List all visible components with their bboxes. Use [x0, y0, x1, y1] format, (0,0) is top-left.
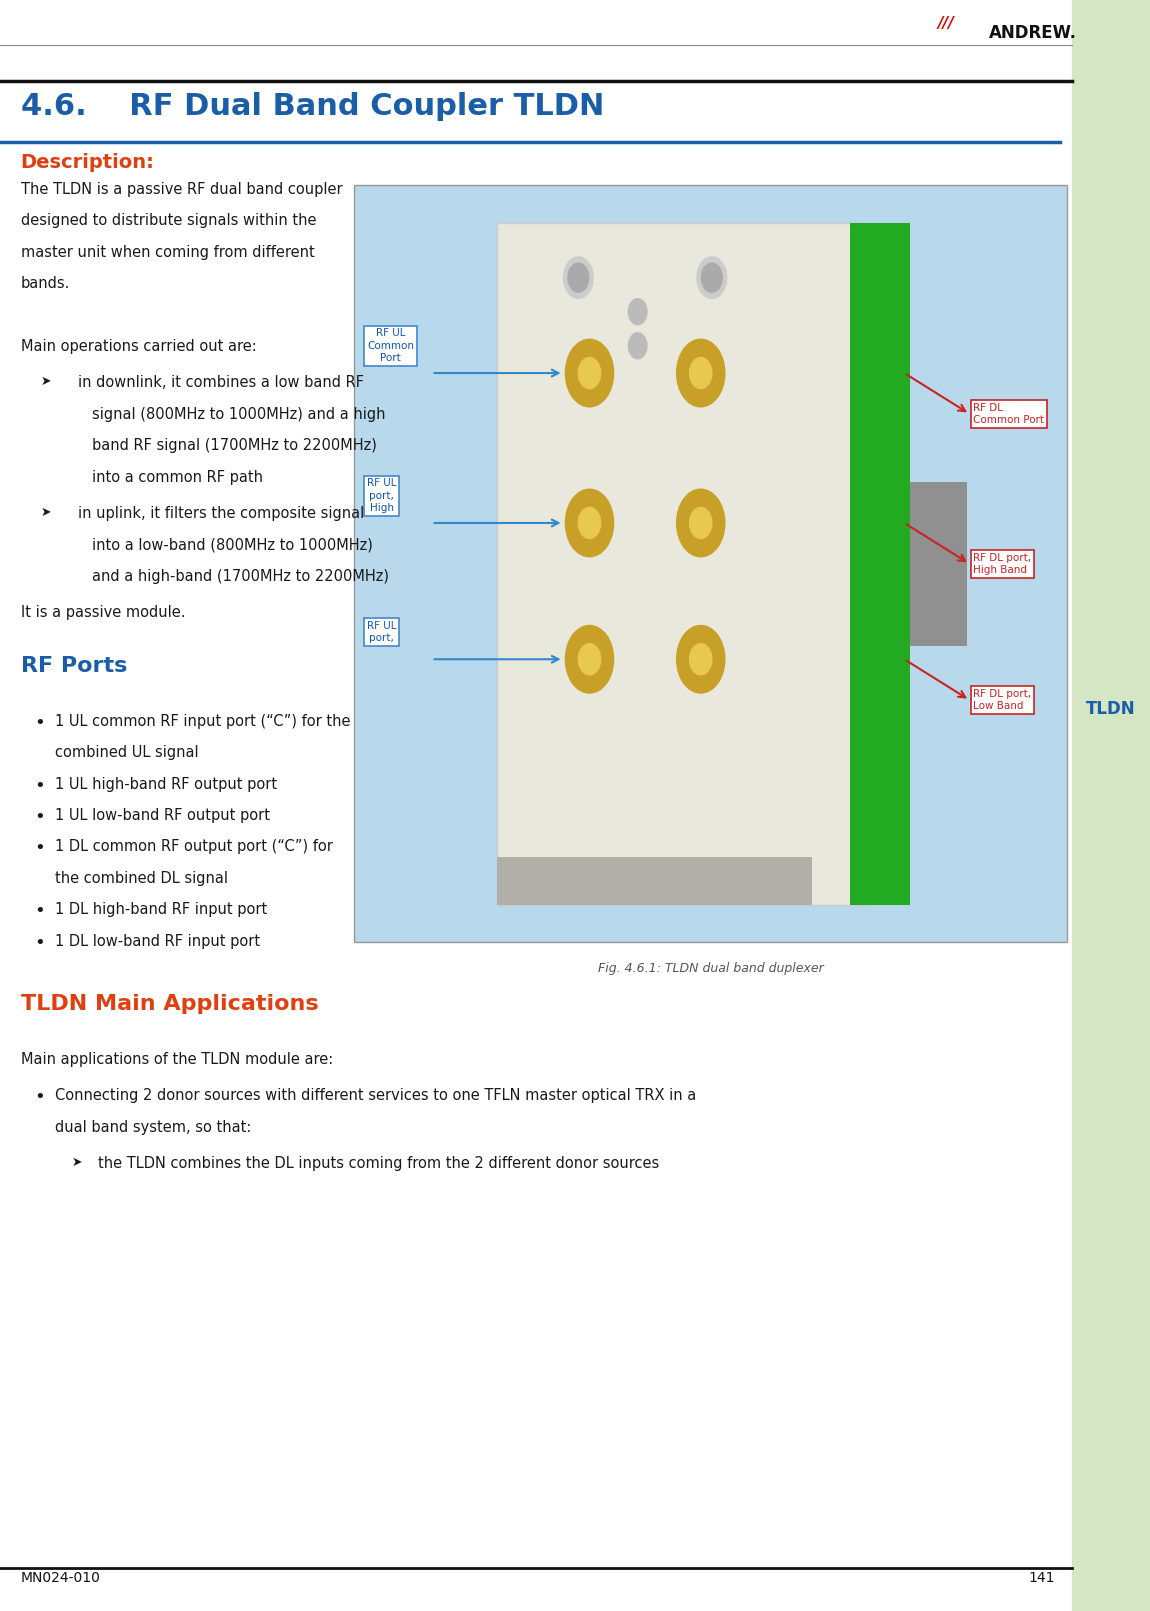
Text: master unit when coming from different: master unit when coming from different [21, 245, 314, 259]
Circle shape [702, 263, 722, 292]
Text: 1 DL high-band RF input port: 1 DL high-band RF input port [55, 902, 268, 917]
Circle shape [578, 358, 600, 388]
Bar [497, 857, 812, 905]
FancyArrowPatch shape [906, 661, 965, 698]
Text: It is a passive module.: It is a passive module. [21, 604, 185, 620]
FancyArrowPatch shape [906, 374, 965, 411]
Circle shape [690, 358, 712, 388]
Text: 1 DL low-band RF input port: 1 DL low-band RF input port [55, 933, 260, 949]
Circle shape [628, 298, 647, 325]
Text: the TLDN combines the DL inputs coming from the 2 different donor sources: the TLDN combines the DL inputs coming f… [98, 1155, 659, 1171]
Text: RF DL
Common Port: RF DL Common Port [973, 403, 1044, 425]
Text: Main operations carried out are:: Main operations carried out are: [21, 338, 256, 354]
Text: Fig. 4.6.1: TLDN dual band duplexer: Fig. 4.6.1: TLDN dual band duplexer [598, 962, 823, 975]
Text: designed to distribute signals within the: designed to distribute signals within th… [21, 213, 316, 229]
Bar [911, 482, 967, 646]
Circle shape [578, 507, 600, 538]
Text: TLDN: TLDN [1086, 699, 1136, 719]
Text: •: • [34, 902, 45, 920]
Text: RF DL port,
High Band: RF DL port, High Band [973, 553, 1032, 575]
Circle shape [676, 490, 724, 557]
Text: 1 DL common RF output port (“C”) for: 1 DL common RF output port (“C”) for [55, 839, 334, 854]
Text: band RF signal (1700MHz to 2200MHz): band RF signal (1700MHz to 2200MHz) [92, 438, 377, 453]
Text: signal (800MHz to 1000MHz) and a high: signal (800MHz to 1000MHz) and a high [92, 406, 385, 422]
Text: ➤: ➤ [40, 506, 51, 519]
Text: •: • [34, 807, 45, 826]
Circle shape [564, 256, 593, 298]
Text: into a low-band (800MHz to 1000MHz): into a low-band (800MHz to 1000MHz) [92, 536, 373, 553]
Circle shape [568, 263, 589, 292]
Text: RF UL
Common
Port: RF UL Common Port [367, 329, 414, 362]
FancyArrowPatch shape [435, 520, 559, 527]
Circle shape [566, 490, 614, 557]
Circle shape [697, 256, 727, 298]
Text: •: • [34, 777, 45, 794]
FancyArrowPatch shape [435, 656, 559, 662]
Text: 4.6.    RF Dual Band Coupler TLDN: 4.6. RF Dual Band Coupler TLDN [21, 92, 604, 121]
Text: dual band system, so that:: dual band system, so that: [55, 1120, 252, 1134]
Text: and a high-band (1700MHz to 2200MHz): and a high-band (1700MHz to 2200MHz) [92, 569, 389, 583]
Circle shape [676, 625, 724, 693]
Bar [1072, 0, 1150, 1611]
Text: Description:: Description: [21, 153, 154, 172]
Text: in downlink, it combines a low band RF: in downlink, it combines a low band RF [78, 375, 365, 390]
Text: 1 UL common RF input port (“C”) for the: 1 UL common RF input port (“C”) for the [55, 714, 351, 728]
Text: ➤: ➤ [40, 375, 51, 388]
Text: the combined DL signal: the combined DL signal [55, 870, 228, 886]
Text: MN024-010: MN024-010 [21, 1571, 100, 1585]
Text: •: • [34, 1087, 45, 1107]
Circle shape [566, 625, 614, 693]
FancyArrowPatch shape [435, 369, 559, 377]
Text: bands.: bands. [21, 275, 70, 292]
FancyArrowPatch shape [906, 525, 965, 561]
Text: 1 UL high-band RF output port: 1 UL high-band RF output port [55, 777, 277, 791]
Bar [354, 185, 1067, 942]
Text: RF UL
port,: RF UL port, [367, 620, 397, 643]
Text: into a common RF path: into a common RF path [92, 469, 263, 485]
Circle shape [578, 644, 600, 675]
Text: 141: 141 [1028, 1571, 1055, 1585]
Text: RF Ports: RF Ports [21, 656, 126, 675]
Circle shape [628, 333, 647, 359]
Text: ///: /// [937, 16, 954, 31]
Circle shape [690, 644, 712, 675]
Text: •: • [34, 839, 45, 857]
Text: RF UL
port,
High: RF UL port, High [367, 478, 397, 514]
Text: 1 UL low-band RF output port: 1 UL low-band RF output port [55, 807, 270, 823]
Text: •: • [34, 933, 45, 952]
Text: RF DL port,
Low Band: RF DL port, Low Band [973, 690, 1032, 712]
Text: ANDREW.: ANDREW. [989, 24, 1078, 42]
Text: TLDN Main Applications: TLDN Main Applications [21, 994, 319, 1013]
Text: in uplink, it filters the composite signal: in uplink, it filters the composite sign… [78, 506, 365, 520]
Bar [497, 224, 867, 905]
Circle shape [566, 340, 614, 408]
Bar [850, 224, 911, 905]
Text: •: • [34, 714, 45, 731]
Circle shape [690, 507, 712, 538]
Text: ➤: ➤ [71, 1155, 82, 1170]
Text: Main applications of the TLDN module are:: Main applications of the TLDN module are… [21, 1052, 333, 1066]
Text: combined UL signal: combined UL signal [55, 744, 199, 760]
Circle shape [676, 340, 724, 408]
Text: The TLDN is a passive RF dual band coupler: The TLDN is a passive RF dual band coupl… [21, 182, 343, 197]
Text: Connecting 2 donor sources with different services to one TFLN master optical TR: Connecting 2 donor sources with differen… [55, 1087, 697, 1104]
